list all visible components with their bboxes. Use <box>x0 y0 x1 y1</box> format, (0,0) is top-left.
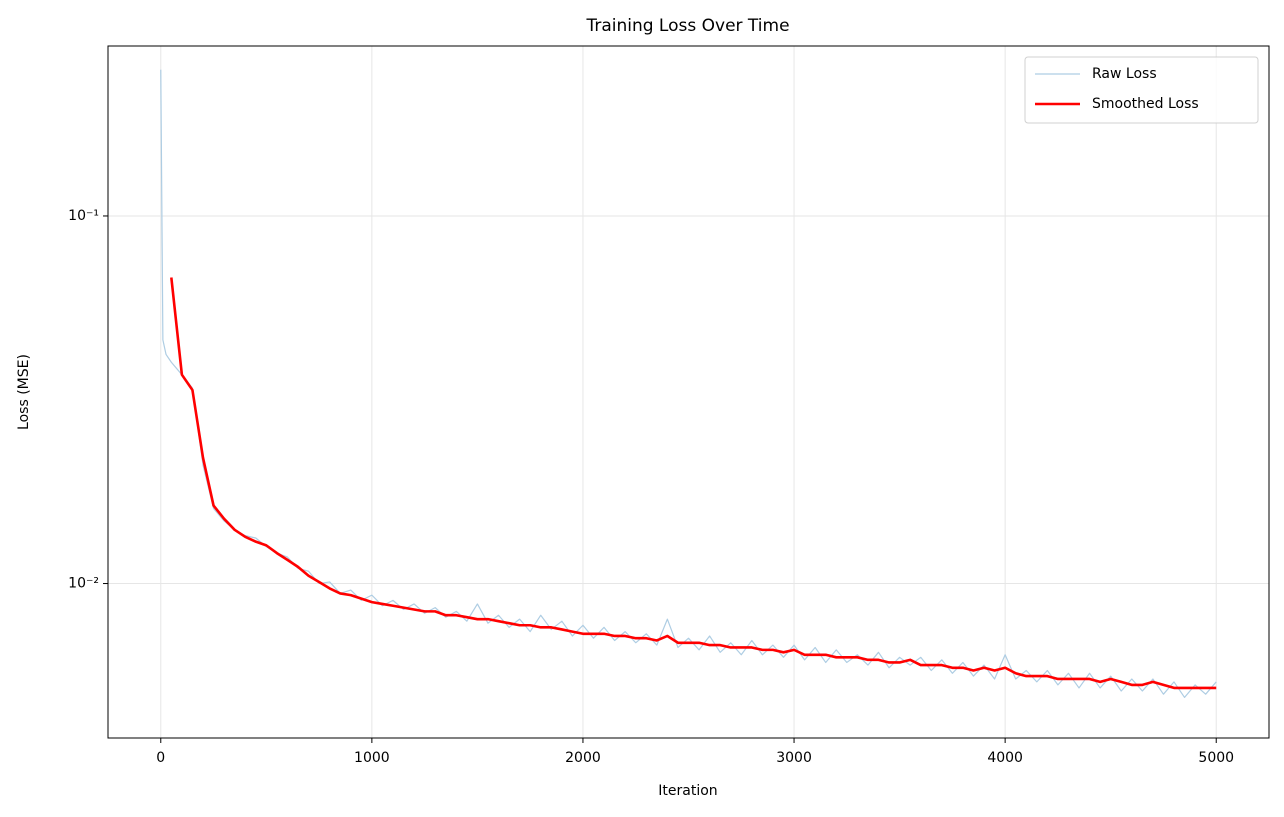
legend-label: Smoothed Loss <box>1092 96 1199 112</box>
y-tick-label: 10⁻² <box>68 576 99 592</box>
x-tick-label: 4000 <box>987 750 1023 766</box>
x-tick-label: 2000 <box>565 750 601 766</box>
x-tick-label: 5000 <box>1198 750 1234 766</box>
x-tick-label: 1000 <box>354 750 390 766</box>
x-tick-label: 0 <box>156 750 165 766</box>
x-axis-label: Iteration <box>658 783 717 799</box>
y-axis-label: Loss (MSE) <box>16 354 32 430</box>
x-tick-label: 3000 <box>776 750 812 766</box>
y-tick-label: 10⁻¹ <box>68 208 99 224</box>
line-series <box>170 277 1217 690</box>
plot-frame <box>107 45 1270 739</box>
legend-label: Raw Loss <box>1092 66 1157 82</box>
chart-title: Training Loss Over Time <box>585 16 789 36</box>
line-series <box>160 69 1217 699</box>
legend-box <box>1024 56 1259 124</box>
